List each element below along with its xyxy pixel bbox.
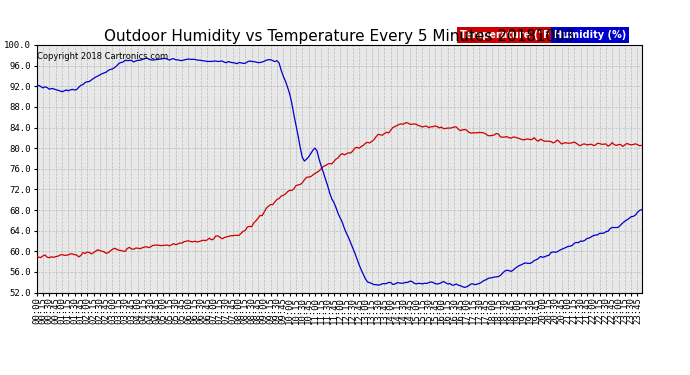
Title: Outdoor Humidity vs Temperature Every 5 Minutes 20181003: Outdoor Humidity vs Temperature Every 5 … — [104, 29, 574, 44]
Text: Temperature (°F): Temperature (°F) — [460, 30, 555, 40]
Text: Humidity (%): Humidity (%) — [554, 30, 627, 40]
Text: Copyright 2018 Cartronics.com: Copyright 2018 Cartronics.com — [37, 53, 168, 62]
